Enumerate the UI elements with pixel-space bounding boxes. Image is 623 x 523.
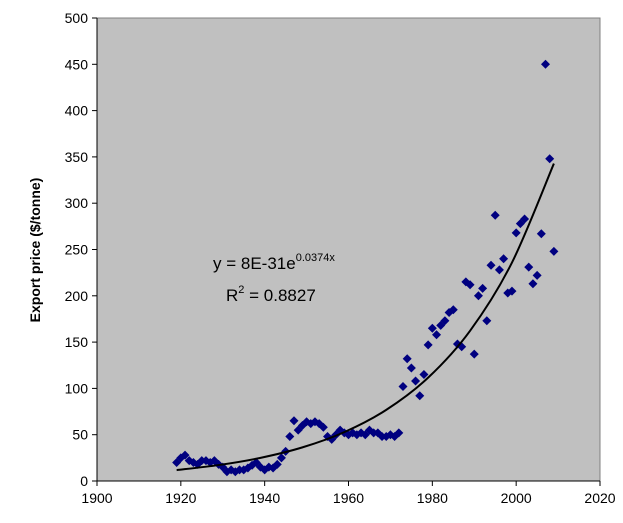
point [473,291,483,301]
point [465,280,475,290]
point [536,229,546,239]
point [541,59,551,69]
point [180,450,190,460]
y-tick-label: 0 [80,473,88,489]
trendline [176,163,555,472]
r-squared-text: R [226,286,238,305]
point [532,270,542,280]
point [406,363,416,373]
point [469,349,479,359]
point [486,260,496,270]
point [276,453,286,463]
point [402,354,412,364]
point [247,460,257,470]
y-tick-label: 500 [65,10,89,26]
equation-exponent: 0.0374x [296,252,336,264]
x-tick-label: 2000 [501,490,532,506]
point [545,154,555,164]
x-tick-label: 1980 [417,490,448,506]
point [507,286,517,296]
point [394,428,404,438]
x-tick-label: 1960 [333,490,364,506]
point [318,422,328,432]
y-tick-label: 350 [65,149,89,165]
point [427,323,437,333]
point [528,279,538,289]
r-squared-sup: 2 [238,284,244,296]
point [494,265,504,275]
plot-area [96,17,601,482]
x-tick-label: 1900 [81,490,112,506]
point [520,214,530,224]
y-tick-label: 150 [65,334,89,350]
point [499,254,509,264]
point [490,210,500,220]
x-tick-label: 2020 [584,490,615,506]
point [423,340,433,350]
point [478,283,488,293]
point [285,432,295,442]
point [398,382,408,392]
point [440,316,450,326]
r-squared-rest: = 0.8827 [244,286,315,305]
y-tick-label: 50 [72,427,88,443]
y-tick-label: 400 [65,103,89,119]
r-squared: R2 = 0.8827 [226,284,316,305]
point [524,262,534,272]
equation-text: y = 8E-31e [213,254,296,273]
point [549,246,559,256]
point [272,459,282,469]
point [432,330,442,340]
x-tick-label: 1920 [165,490,196,506]
y-tick-label: 450 [65,56,89,72]
point [511,228,521,238]
point [448,305,458,315]
equation: y = 8E-31e0.0374x [213,252,335,273]
y-tick-label: 250 [65,242,89,258]
y-tick-label: 100 [65,380,89,396]
y-tick-label: 200 [65,288,89,304]
point [419,370,429,380]
x-tick-label: 1940 [249,490,280,506]
point [411,376,421,386]
y-tick-label: 300 [65,195,89,211]
point [482,316,492,326]
point [415,391,425,401]
y-axis-title: Export price ($/tonne) [27,178,43,323]
point [289,416,299,426]
